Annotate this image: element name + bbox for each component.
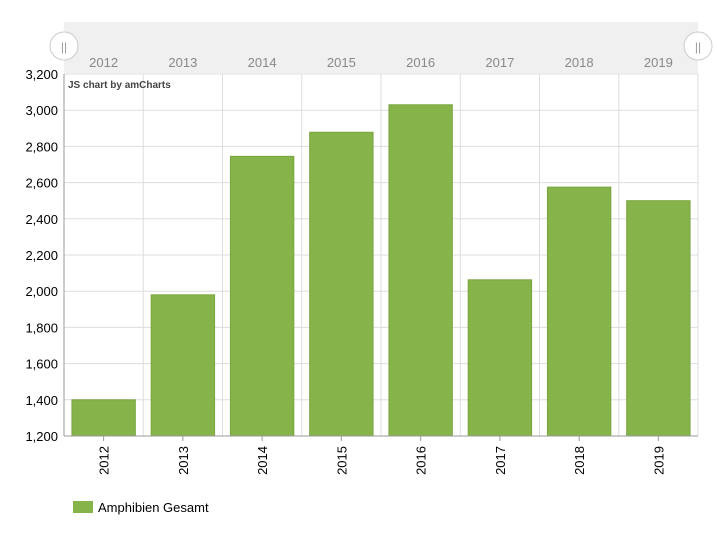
scrollbar-year-label: 2015 — [327, 55, 356, 70]
scrollbar-track[interactable] — [64, 22, 698, 73]
scrollbar-year-label: 2017 — [485, 55, 514, 70]
x-tick-label: 2012 — [97, 446, 112, 475]
scrollbar-year-label: 2018 — [565, 55, 594, 70]
y-tick-label: 2,600 — [25, 176, 58, 191]
y-axis-ticks: 1,200 1,400 1,600 1,800 2,000 2,200 2,400 2,600… — [25, 67, 58, 444]
legend-swatch — [73, 501, 93, 513]
chart-legend[interactable]: Amphibien Gesamt — [73, 500, 209, 515]
bar-2018[interactable] — [546, 186, 612, 437]
scrollbar-year-label: 2014 — [248, 55, 277, 70]
bar-2017[interactable] — [467, 279, 533, 437]
right-handle-grip-icon: || — [695, 40, 701, 54]
scrollbar-year-label: 2013 — [168, 55, 197, 70]
y-tick-label: 1,600 — [25, 357, 58, 372]
scrollbar-year-label: 2012 — [89, 55, 118, 70]
y-tick-label: 2,200 — [25, 248, 58, 263]
legend-label: Amphibien Gesamt — [98, 500, 209, 515]
y-tick-label: 3,200 — [25, 67, 58, 82]
left-handle-grip-icon: || — [61, 40, 67, 54]
x-axis-ticks: 2012 2013 2014 2015 2016 2017 2018 2019 — [97, 436, 666, 475]
y-tick-label: 2,000 — [25, 284, 58, 299]
x-tick-label: 2014 — [255, 446, 270, 475]
y-tick-label: 3,000 — [25, 103, 58, 118]
amcharts-credit[interactable]: JS chart by amCharts — [68, 80, 171, 91]
bar-2014[interactable] — [229, 155, 295, 437]
scrollbar-left-handle[interactable]: || — [49, 31, 79, 61]
bar-2013[interactable] — [150, 294, 216, 437]
bar-2012[interactable] — [71, 399, 136, 437]
scrollbar-year-label: 2016 — [406, 55, 435, 70]
scrollbar-year-label: 2019 — [644, 55, 673, 70]
chart-axes — [63, 74, 698, 437]
y-tick-label: 2,800 — [25, 139, 58, 154]
bar-2016[interactable] — [388, 104, 453, 437]
x-tick-label: 2015 — [334, 446, 349, 475]
y-tick-label: 1,200 — [25, 429, 58, 444]
scrollbar-right-handle[interactable]: || — [683, 31, 713, 61]
x-tick-label: 2018 — [572, 446, 587, 475]
x-tick-label: 2017 — [493, 446, 508, 475]
x-tick-label: 2019 — [651, 446, 666, 475]
x-tick-label: 2013 — [176, 446, 191, 475]
bar-2015[interactable] — [309, 131, 374, 437]
x-tick-label: 2016 — [414, 446, 429, 475]
chart-scrollbar[interactable]: 2012 2013 2014 2015 2016 2017 2018 2019 || || — [49, 22, 713, 73]
y-tick-label: 1,800 — [25, 320, 58, 335]
y-tick-label: 2,400 — [25, 212, 58, 227]
y-tick-label: 1,400 — [25, 393, 58, 408]
bar-2019[interactable] — [626, 200, 691, 437]
